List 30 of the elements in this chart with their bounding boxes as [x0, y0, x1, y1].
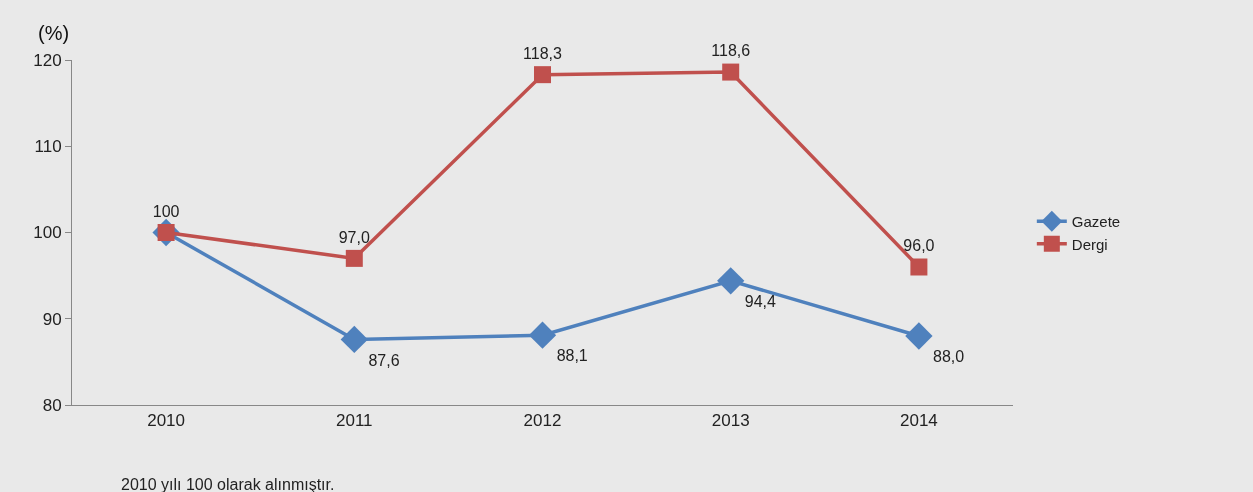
point	[534, 66, 551, 84]
data-label: 87,6	[368, 351, 400, 369]
point	[528, 321, 557, 349]
data-label: 100	[152, 202, 180, 220]
y-tick-label: 120	[33, 50, 62, 70]
data-label: 88,0	[933, 348, 965, 366]
data-label: 97,0	[338, 228, 370, 246]
y-tick-label: 100	[33, 223, 62, 243]
data-label: 118,6	[711, 42, 751, 60]
y-tick-label: 90	[42, 309, 62, 329]
legend-label: Gazete	[1071, 213, 1121, 231]
x-tick-label: 2013	[711, 411, 750, 431]
data-label: 118,3	[523, 45, 563, 63]
point	[722, 63, 740, 81]
x-tick-label: 2010	[147, 411, 186, 431]
data-label: 94,4	[744, 292, 777, 310]
point	[910, 258, 928, 276]
point	[340, 325, 368, 354]
legend-label: Dergi	[1071, 235, 1108, 253]
point	[717, 267, 745, 295]
data-label: 88,1	[556, 347, 588, 365]
x-tick-label: 2014	[899, 411, 938, 431]
point	[905, 322, 933, 350]
y-tick-label: 80	[42, 395, 62, 415]
y-tick-label: 110	[34, 137, 62, 157]
y-axis-title: (%)	[38, 22, 70, 44]
data-label: 96,0	[903, 237, 935, 255]
x-tick-label: 2012	[523, 411, 562, 431]
point	[345, 249, 363, 267]
x-tick-label: 2011	[336, 411, 373, 431]
